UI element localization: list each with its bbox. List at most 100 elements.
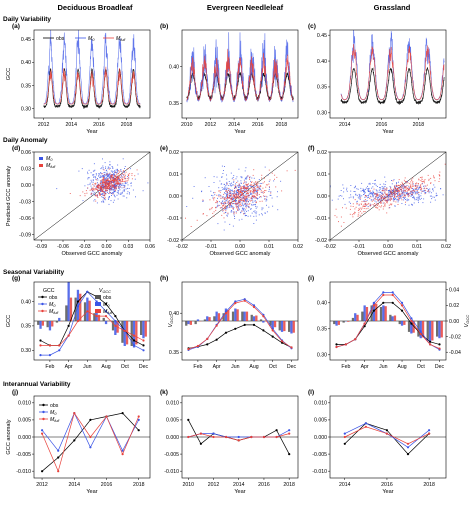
plot-area-a — [43, 30, 141, 109]
scatter-point-e-Mfull — [248, 189, 250, 191]
bar-g-M0-Apr — [67, 282, 70, 321]
season-point-i-M0-Aug — [400, 301, 404, 304]
scatter-point-d-Mfull — [104, 183, 106, 185]
scatter-point-e-M0 — [226, 214, 228, 216]
scatter-point-e-M0 — [251, 177, 253, 179]
xtick-label-i-5: Dec — [435, 364, 445, 370]
anomaly-line-l-M0 — [344, 422, 430, 448]
scatter-point-f-M0 — [373, 198, 375, 200]
anomaly-line-l-obs — [344, 422, 430, 455]
scatter-point-e-Mfull — [244, 201, 246, 203]
scatter-point-f-Mfull — [373, 205, 375, 207]
scatter-point-e-M0 — [225, 206, 227, 208]
scatter-point-e-Mfull — [213, 215, 215, 217]
scatter-point-d-M0 — [93, 170, 95, 172]
scatter-point-e-M0 — [246, 197, 248, 199]
scatter-point-d-M0 — [102, 176, 104, 178]
scatter-point-f-Mfull — [373, 192, 375, 194]
scatter-point-d-M0 — [103, 172, 105, 174]
scatter-point-e-Mfull — [228, 188, 230, 189]
scatter-point-f-Mfull — [349, 208, 351, 210]
scatter-point-f-Mfull — [410, 186, 411, 188]
bar-i-Mfull-Aug — [403, 321, 406, 325]
scatter-point-f-M0 — [418, 201, 419, 203]
scatter-point-f-M0 — [396, 190, 398, 192]
xtick-label-j-1: 2014 — [69, 482, 81, 488]
scatter-point-d-M0 — [112, 186, 114, 188]
scatter-point-d-M0 — [110, 178, 111, 179]
xlabel-f: Observed GCC anomaly — [358, 251, 419, 257]
bar-h-obs-Mar — [203, 319, 207, 321]
scatter-point-e-Mfull — [231, 197, 233, 199]
scatter-point-e-Mfull — [235, 205, 237, 207]
scatter-point-f-Mfull — [387, 194, 389, 196]
scatter-point-e-M0 — [230, 189, 232, 191]
scatter-point-e-Mfull — [233, 194, 235, 196]
season-line-h-Mfull — [188, 300, 292, 350]
bar-h-Mfull-Nov — [283, 321, 286, 332]
scatter-point-d-Mfull — [114, 174, 116, 176]
scatter-point-d-Mfull — [100, 189, 102, 191]
scatter-point-f-M0 — [420, 189, 422, 191]
scatter-point-e-M0 — [217, 205, 218, 207]
scatter-point-f-M0 — [389, 186, 391, 188]
scatter-point-e-Mfull — [224, 206, 226, 208]
scatter-point-e-Mfull — [264, 198, 266, 200]
scatter-point-d-Mfull — [111, 185, 113, 187]
bar-g-Mfull-Dec — [144, 321, 147, 337]
scatter-point-f-M0 — [411, 203, 412, 205]
scatter-point-e-M0 — [225, 211, 227, 213]
season-point-i-obs-Dec — [438, 343, 441, 346]
scatter-point-d-Mfull — [113, 179, 115, 181]
scatter-point-e-M0 — [261, 183, 263, 184]
scatter-point-f-Mfull — [386, 194, 387, 195]
scatter-point-e-Mfull — [225, 190, 227, 192]
scatter-point-f-Mfull — [391, 189, 393, 191]
bar-i-M0-Jul — [391, 316, 394, 321]
anomaly-point-l-Mfull-2018 — [428, 432, 431, 435]
scatter-point-d-Mfull — [123, 186, 125, 188]
scatter-point-e-Mfull — [254, 187, 256, 189]
scatter-point-f-M0 — [375, 201, 377, 203]
season-point-h-Mfull-Jul — [243, 299, 246, 302]
scatter-point-f-Mfull — [366, 204, 368, 206]
legend-bar-obs-g — [95, 295, 101, 299]
season-point-i-M0-Jul — [391, 291, 394, 294]
scatter-point-e-M0 — [251, 193, 253, 195]
scatter-point-d-M0 — [99, 177, 101, 179]
scatter-point-e-Mfull — [247, 187, 248, 189]
scatter-point-f-M0 — [409, 192, 411, 194]
scatter-point-d-M0 — [100, 181, 102, 183]
scatter-point-e-M0 — [238, 168, 240, 170]
scatter-point-f-Mfull — [354, 211, 356, 213]
scatter-point-f-Mfull — [397, 190, 399, 192]
scatter-point-f-Mfull — [356, 202, 358, 204]
scatter-point-e-M0 — [251, 204, 253, 206]
scatter-point-e-Mfull — [255, 181, 257, 183]
scatter-point-f-Mfull — [381, 189, 383, 191]
scatter-point-f-Mfull — [391, 195, 393, 197]
xtick-label-b-1: 2012 — [205, 122, 217, 128]
scatter-point-d-Mfull — [98, 192, 100, 193]
season-point-g-M0-Jun — [86, 290, 89, 293]
bar-h-M0-May — [224, 308, 228, 321]
ytick-label-f-3: 0.01 — [317, 172, 327, 178]
scatter-point-f-M0 — [390, 197, 392, 199]
scatter-point-f-Mfull — [424, 193, 426, 195]
scatter-point-e-M0 — [245, 201, 247, 203]
scatter-point-d-Mfull — [123, 176, 125, 178]
scatter-point-f-M0 — [380, 191, 382, 193]
scatter-point-e-M0 — [242, 190, 244, 192]
scatter-point-d-Mfull — [98, 188, 100, 190]
scatter-point-d-M0 — [102, 167, 104, 169]
scatter-point-f-M0 — [369, 182, 371, 184]
scatter-point-d-M0 — [106, 173, 108, 175]
scatter-point-e-Mfull — [250, 184, 252, 186]
scatter-point-f-Mfull — [375, 206, 377, 208]
scatter-point-f-Mfull — [397, 189, 399, 190]
scatter-point-e-Mfull — [237, 190, 239, 192]
xtick-label-b-2: 2014 — [228, 122, 240, 128]
scatter-point-f-Mfull — [378, 209, 380, 211]
scatter-point-e-M0 — [247, 215, 249, 217]
season-point-i-Mfull-Nov — [429, 343, 432, 346]
